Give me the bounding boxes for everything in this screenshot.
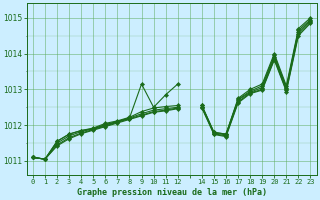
X-axis label: Graphe pression niveau de la mer (hPa): Graphe pression niveau de la mer (hPa): [77, 188, 267, 197]
